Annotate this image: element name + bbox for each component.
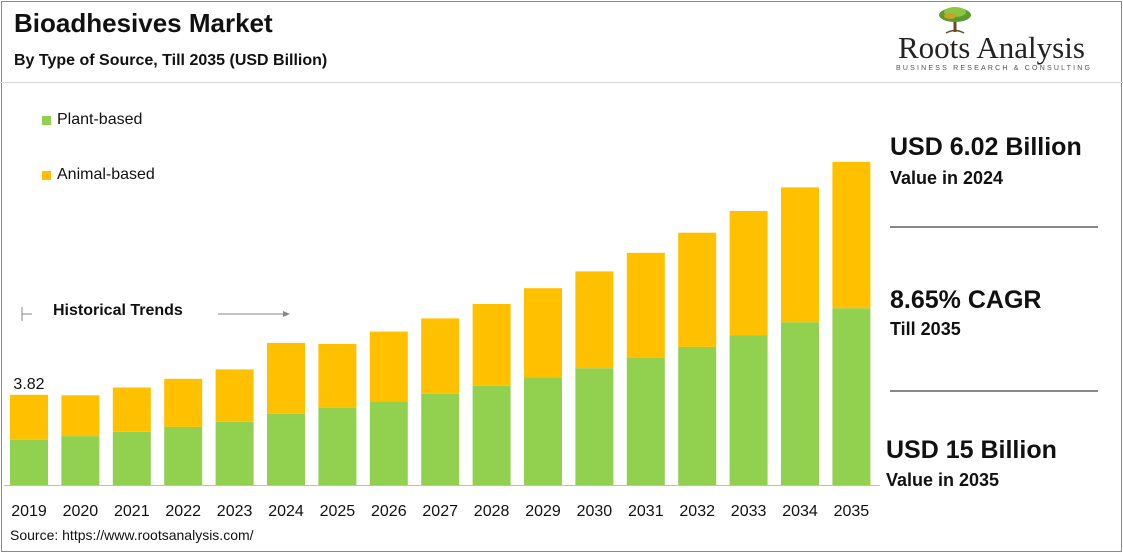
- x-tick-label-2025: 2025: [320, 503, 356, 520]
- bar-plant-2030: [575, 368, 614, 485]
- callout-cagr-value: 8.65% CAGR: [890, 286, 1042, 314]
- bar-animal-2034: [781, 187, 819, 323]
- logo-tagline: BUSINESS RESEARCH & CONSULTING: [896, 65, 1093, 72]
- bar-plant-2026: [369, 401, 408, 485]
- bar-animal-2020: [61, 395, 100, 437]
- historical-arrow: [21, 307, 290, 321]
- historical-trends-annotation: Historical Trends: [20, 300, 300, 324]
- bar-animal-2035: [832, 161, 871, 309]
- bar-animal-2021: [112, 387, 151, 432]
- x-tick-label-2022: 2022: [165, 503, 201, 520]
- bar-animal-2022: [164, 378, 203, 427]
- bar-plant-2024: [267, 414, 305, 485]
- legend-item-animal: Animal-based: [42, 166, 155, 184]
- legend-label-plant: Plant-based: [57, 111, 143, 128]
- x-tick-label-2027: 2027: [422, 503, 458, 520]
- x-tick-label-2024: 2024: [268, 503, 304, 520]
- x-tick-label-2026: 2026: [371, 503, 407, 520]
- bar-plant-2035: [832, 308, 871, 485]
- legend-label-animal: Animal-based: [57, 166, 155, 183]
- bar-plant-2031: [626, 358, 665, 485]
- x-tick-label-2021: 2021: [114, 503, 150, 520]
- bar-plant-2019: [10, 439, 48, 485]
- x-tick-label-2020: 2020: [63, 503, 99, 520]
- bar-animal-2019: [10, 394, 48, 440]
- callout-2024-label: Value in 2024: [890, 168, 1004, 188]
- legend-swatch-plant: [42, 115, 51, 125]
- bar-plant-2021: [112, 431, 151, 485]
- bar-animal-2027: [421, 318, 460, 394]
- bar-animal-2028: [472, 304, 511, 386]
- callout-2035-value: USD 15 Billion: [886, 436, 1057, 464]
- chart-subtitle: By Type of Source, Till 2035 (USD Billio…: [14, 52, 328, 69]
- callout-divider-1: [890, 226, 1098, 228]
- bar-plant-2022: [164, 426, 203, 485]
- x-tick-label-2019: 2019: [11, 503, 47, 520]
- bar-animal-2023: [215, 369, 254, 422]
- bar-plant-2020: [61, 436, 100, 485]
- bar-animal-2026: [369, 331, 408, 402]
- x-tick-label-2031: 2031: [628, 503, 664, 520]
- bar-animal-2031: [626, 252, 665, 359]
- bar-plant-2028: [472, 385, 511, 485]
- bar-plant-2029: [524, 377, 562, 485]
- data-label-2019: 3.82: [13, 376, 44, 393]
- x-tick-label-2035: 2035: [834, 503, 870, 520]
- source-note: Source: https://www.rootsanalysis.com/: [10, 527, 254, 543]
- tree-icon: [939, 7, 971, 34]
- x-tick-label-2030: 2030: [577, 503, 613, 520]
- callout-2035-label: Value in 2035: [886, 470, 1000, 490]
- callout-2024-value: USD 6.02 Billion: [890, 133, 1082, 161]
- x-tick-label-2033: 2033: [731, 503, 767, 520]
- x-tick-label-2028: 2028: [474, 503, 510, 520]
- historical-trends-label: Historical Trends: [53, 302, 183, 319]
- x-tick-label-2029: 2029: [525, 503, 561, 520]
- bar-plant-2034: [781, 322, 819, 485]
- bar-animal-2029: [524, 288, 562, 378]
- roots-analysis-logo: Roots Analysis BUSINESS RESEARCH & CONSU…: [890, 6, 1100, 76]
- callout-divider-2: [890, 390, 1098, 392]
- bar-plant-2032: [678, 346, 717, 485]
- bar-animal-2032: [678, 232, 717, 347]
- bar-animal-2030: [575, 271, 614, 369]
- bar-plant-2027: [421, 393, 460, 485]
- bar-plant-2025: [318, 407, 357, 485]
- legend-swatch-animal: [42, 170, 51, 180]
- bar-animal-2033: [729, 211, 768, 336]
- bar-plant-2033: [729, 335, 768, 485]
- callout-cagr-label: Till 2035: [890, 319, 961, 339]
- legend-item-plant: Plant-based: [42, 111, 142, 129]
- chart-title: Bioadhesives Market: [14, 8, 273, 38]
- bar-animal-2025: [318, 343, 357, 408]
- x-tick-label-2034: 2034: [782, 503, 818, 520]
- logo-name: Roots Analysis: [898, 30, 1085, 65]
- x-tick-label-2032: 2032: [679, 503, 715, 520]
- bar-plant-2023: [215, 421, 254, 485]
- x-tick-label-2023: 2023: [217, 503, 253, 520]
- bar-animal-2024: [267, 342, 305, 414]
- header-divider: [0, 82, 1123, 83]
